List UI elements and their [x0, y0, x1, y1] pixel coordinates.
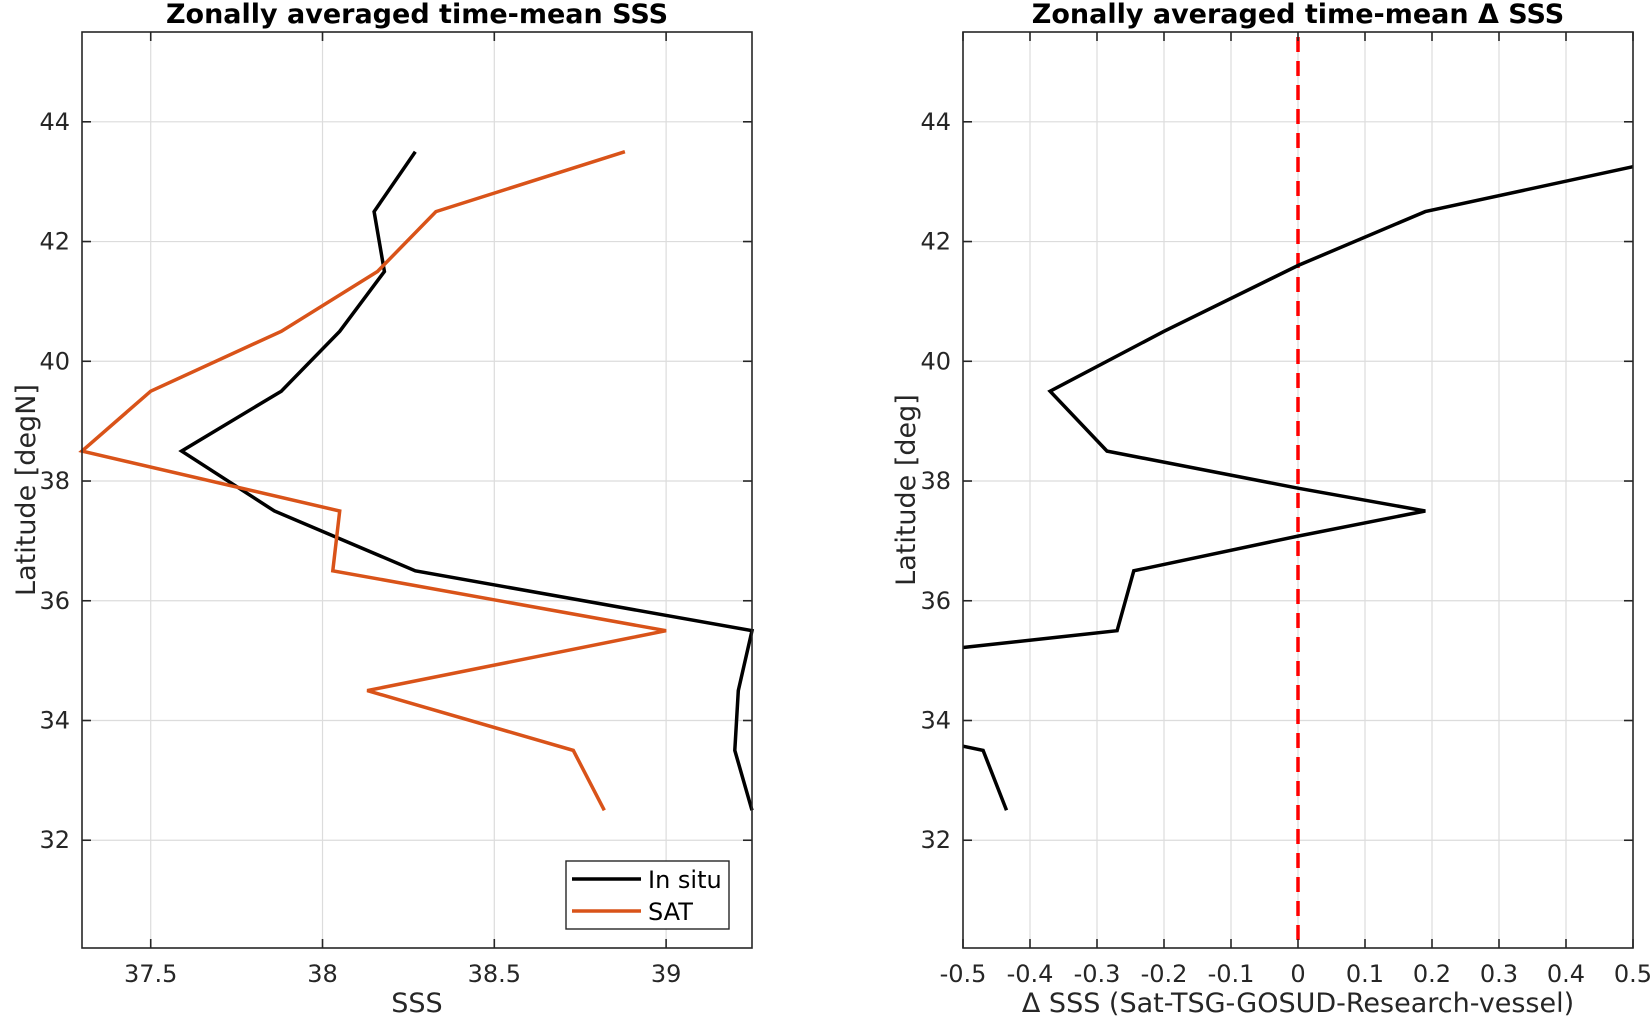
left-y-tick-label: 40 [39, 347, 70, 375]
right-x-tick-label: -0.4 [1007, 960, 1054, 988]
legend-box [565, 860, 730, 930]
legend-label-sat: SAT [648, 898, 693, 926]
right-y-tick-label: 32 [920, 826, 951, 854]
right-y-tick-label: 44 [920, 108, 951, 136]
left-plot-frame [81, 31, 753, 949]
legend-label-in-situ: In situ [648, 866, 722, 894]
right-x-tick-label: 0.1 [1346, 960, 1384, 988]
series-line-delta-segment-2 [962, 744, 1009, 811]
left-x-tick-label: 39 [651, 960, 682, 988]
right-x-tick-label: 0.5 [1614, 960, 1651, 988]
right-x-tick-label: 0.4 [1547, 960, 1585, 988]
series-line-delta-segment-1 [962, 164, 1634, 650]
right-chart-title: Zonally averaged time-mean Δ SSS [1032, 0, 1564, 30]
legend: In situ SAT [565, 860, 730, 930]
right-x-tick-label: -0.1 [1208, 960, 1255, 988]
right-x-tick-label: 0 [1290, 960, 1305, 988]
right-y-tick-label: 36 [920, 587, 951, 615]
right-chart-panel: -0.5 -0.4 -0.3 -0.2 -0.1 0 0.1 0.2 0.3 0.4 0.5 32 34… [891, 0, 1651, 1019]
left-y-tick-label: 34 [39, 706, 70, 734]
left-x-axis-label: SSS [391, 988, 442, 1019]
left-y-axis-label: Latitude [degN] [11, 384, 42, 596]
series-line-in-situ [178, 150, 755, 811]
right-y-tick-label: 40 [920, 347, 951, 375]
left-x-tick-label: 37.5 [124, 960, 177, 988]
right-x-tick-label: -0.3 [1074, 960, 1121, 988]
right-y-tick-label: 38 [920, 467, 951, 495]
right-y-tick-label: 34 [920, 706, 951, 734]
left-y-tick-label: 36 [39, 587, 70, 615]
left-y-tick-label: 42 [39, 228, 70, 256]
right-x-tick-label: 0.2 [1413, 960, 1451, 988]
left-x-tick-label: 38 [307, 960, 338, 988]
left-chart-panel: 37.5 38 38.5 39 32 34 36 38 40 42 44 Zonally avera… [11, 0, 755, 1019]
right-y-axis-label: Latitude [deg] [891, 394, 922, 586]
series-line-sat [78, 150, 667, 812]
right-y-tick-label: 42 [920, 228, 951, 256]
left-chart-title: Zonally averaged time-mean SSS [166, 0, 668, 30]
right-x-tick-label: 0.3 [1480, 960, 1518, 988]
right-x-tick-label: -0.2 [1141, 960, 1188, 988]
left-x-tick-label: 38.5 [468, 960, 521, 988]
left-y-tick-label: 44 [39, 108, 70, 136]
left-y-tick-label: 32 [39, 826, 70, 854]
right-x-axis-label: Δ SSS (Sat-TSG-GOSUD-Research-vessel) [1022, 988, 1574, 1019]
left-y-tick-label: 38 [39, 467, 70, 495]
right-x-tick-label: -0.5 [940, 960, 987, 988]
